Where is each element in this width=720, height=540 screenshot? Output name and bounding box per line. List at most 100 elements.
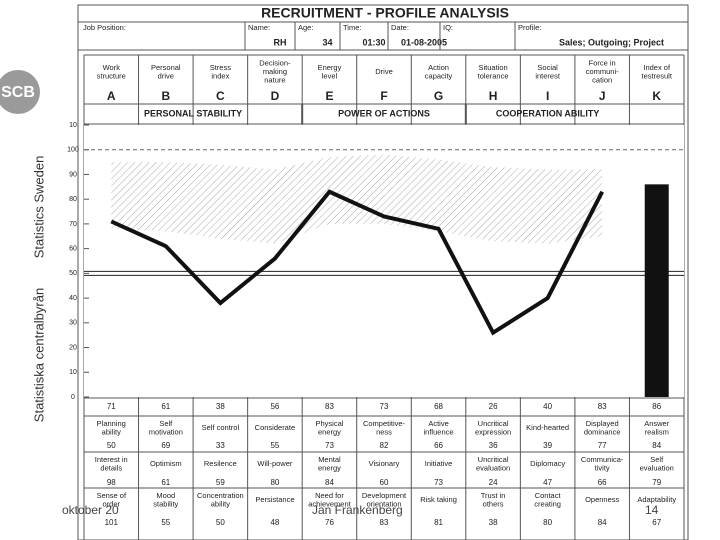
label: Uncritical expression (475, 419, 511, 437)
label: Personal drive (151, 63, 181, 81)
category-letter: B (161, 89, 170, 103)
footer-date: oktober 20 (62, 503, 119, 517)
label: Index of testresult (642, 63, 673, 81)
label: Optimism (150, 459, 182, 468)
target-band (111, 154, 603, 244)
trait-value: 50 (107, 441, 116, 450)
category-letter: G (434, 89, 443, 103)
y-tick-label: 10 (69, 369, 77, 376)
trait-value: 73 (434, 478, 443, 487)
category-letter: H (489, 89, 498, 103)
category-letter: F (380, 89, 387, 103)
y-tick-label: 90 (69, 171, 77, 178)
label: Visionary (369, 459, 400, 468)
y-tick-label: 60 (69, 245, 77, 252)
label: Initiative (425, 459, 453, 468)
y-tick-label: 80 (69, 196, 77, 203)
trait-value: 67 (652, 518, 661, 527)
trait-value: 66 (434, 441, 443, 450)
trait-value: 69 (161, 441, 170, 450)
value-label: 73 (380, 402, 389, 411)
trait-value: 36 (489, 441, 498, 450)
label: Will-power (257, 459, 293, 468)
trait-value: 60 (380, 478, 389, 487)
trait-value: 76 (325, 518, 334, 527)
profile-line (110, 189, 604, 336)
trait-value: 101 (105, 518, 119, 527)
label: Interest in details (95, 455, 128, 473)
value-label: 86 (652, 402, 661, 411)
y-tick-label: 70 (69, 221, 77, 228)
label: Self motivation (149, 419, 183, 437)
footer-author: Jan Frankenberg (312, 503, 403, 517)
trait-value: 80 (543, 518, 552, 527)
field-label: Name: (248, 23, 270, 32)
label: Displayed dominance (584, 419, 621, 437)
group-label: POWER OF ACTIONS (338, 108, 430, 118)
label: Decision-making nature (259, 58, 291, 84)
label: Competitive-ness (363, 419, 406, 437)
field-label: Date: (391, 23, 409, 32)
trait-value: 83 (380, 518, 389, 527)
value-label: 56 (270, 402, 279, 411)
category-letter: C (216, 89, 225, 103)
trait-value: 73 (325, 441, 334, 450)
label: Development orientation (362, 491, 407, 509)
y-tick-label: 30 (69, 320, 77, 327)
value-label: 68 (434, 402, 443, 411)
label: Concentration ability (197, 491, 244, 509)
field-label: Time: (343, 23, 361, 32)
label: Diplomacy (530, 459, 565, 468)
value-label: 38 (216, 402, 225, 411)
trait-value: 84 (652, 441, 661, 450)
category-letter: I (546, 89, 549, 103)
label: Sense of order (96, 491, 127, 509)
trait-value: 77 (598, 441, 607, 450)
form: Job Position: Name: RH Age: 34 Time:01:30 Date… (67, 21, 688, 540)
label: Need for achievement (308, 491, 351, 509)
trait-value: 55 (161, 518, 170, 527)
label: Work structure (97, 63, 126, 81)
label: Resilence (204, 459, 237, 468)
label: Stress index (210, 63, 232, 81)
label: Communica-tivity (581, 455, 624, 473)
label: Active influence (424, 419, 454, 437)
category-letter: D (271, 89, 280, 103)
label: Planning ability (97, 419, 126, 437)
trait-value: 61 (161, 478, 170, 487)
label: Openness (585, 495, 619, 504)
value-label: 26 (489, 402, 498, 411)
y-tick-label: 10 (69, 122, 77, 129)
trait-value: 24 (489, 478, 498, 487)
field-value: RH (274, 37, 287, 47)
trait-value: 82 (380, 441, 389, 450)
label: Social interest (535, 63, 561, 81)
y-tick-label: 40 (69, 295, 77, 302)
value-label: 83 (598, 402, 607, 411)
label: Considerate (255, 423, 295, 432)
label: Kind-hearted (526, 423, 569, 432)
label: Mood stability (153, 491, 178, 509)
trait-value: 80 (270, 478, 279, 487)
label: Force in communi-cation (586, 58, 619, 84)
y-tick-label: 50 (69, 270, 77, 277)
trait-value: 84 (598, 518, 607, 527)
y-tick-label: 100 (67, 147, 79, 154)
category-letter: A (107, 89, 116, 103)
category-letter: K (652, 89, 661, 103)
label: Mental energy (318, 455, 341, 473)
trait-value: 79 (652, 478, 661, 487)
sidebar-text: Statistics Sweden (31, 156, 46, 259)
group-label: PERSONAL STABILITY (144, 108, 242, 118)
field-label: IQ: (443, 23, 453, 32)
trait-value: 50 (216, 518, 225, 527)
label: Persistance (255, 495, 294, 504)
trait-value: 55 (270, 441, 279, 450)
field-label: Profile: (518, 23, 541, 32)
label: Self evaluation (640, 455, 674, 473)
label: Situation tolerance (478, 63, 509, 81)
y-tick-label: 20 (69, 344, 77, 351)
field-value: 01-08-2005 (401, 37, 447, 47)
label: Energy level (318, 63, 342, 81)
